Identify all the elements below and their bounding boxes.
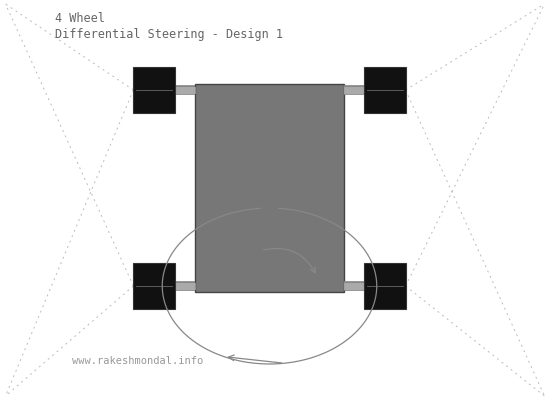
Bar: [364, 67, 406, 113]
Bar: [133, 263, 175, 309]
Text: www.rakeshmondal.info: www.rakeshmondal.info: [72, 356, 203, 366]
Text: Differential Steering - Design 1: Differential Steering - Design 1: [55, 28, 283, 41]
Bar: [133, 67, 175, 113]
Bar: [364, 263, 406, 309]
Bar: [195, 84, 344, 292]
Text: 4 Wheel: 4 Wheel: [55, 12, 105, 25]
